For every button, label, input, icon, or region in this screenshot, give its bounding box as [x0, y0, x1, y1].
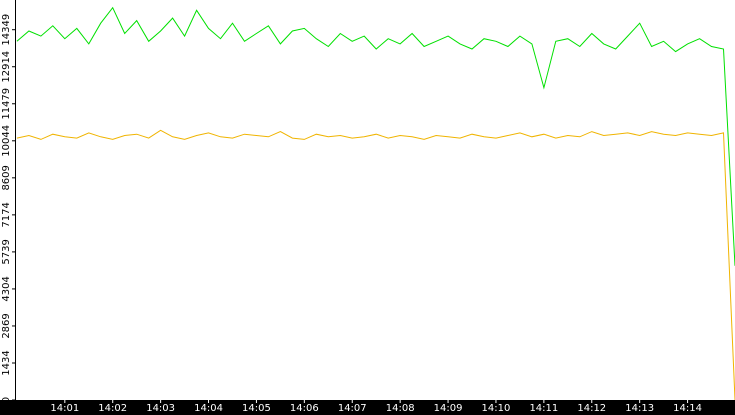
- y-tick-label: 5739: [1, 239, 12, 264]
- x-tick-label: 14:13: [625, 403, 654, 414]
- x-tick-label: 14:01: [50, 403, 79, 414]
- x-tick-label: 14:14: [673, 403, 702, 414]
- x-tick-label: 14:06: [290, 403, 319, 414]
- y-tick-label: 8609: [1, 165, 12, 190]
- y-tick-label: 1434: [1, 350, 12, 375]
- x-tick-label: 14:05: [242, 403, 271, 414]
- x-tick-label: 14:08: [386, 403, 415, 414]
- y-tick-label: 4304: [1, 276, 12, 301]
- y-tick-label: 10044: [1, 125, 12, 157]
- y-tick-label: 12914: [1, 51, 12, 83]
- y-tick-label: 7174: [1, 202, 12, 227]
- x-axis-band: [0, 400, 735, 415]
- y-tick-label: 14349: [1, 14, 12, 46]
- y-tick-label: 0: [1, 397, 12, 403]
- x-tick-label: 14:12: [577, 403, 606, 414]
- series-line: [16, 129, 735, 401]
- x-tick-label: 14:03: [146, 403, 175, 414]
- series-line: [16, 6, 735, 266]
- x-tick-label: 14:10: [482, 403, 511, 414]
- x-tick-label: 14:04: [194, 403, 223, 414]
- x-tick-label: 14:02: [98, 403, 127, 414]
- y-tick-label: 2869: [1, 313, 12, 338]
- x-tick-label: 14:09: [434, 403, 463, 414]
- x-tick-label: 14:11: [529, 403, 558, 414]
- x-tick-label: 14:07: [338, 403, 367, 414]
- y-tick-label: 11479: [1, 88, 12, 120]
